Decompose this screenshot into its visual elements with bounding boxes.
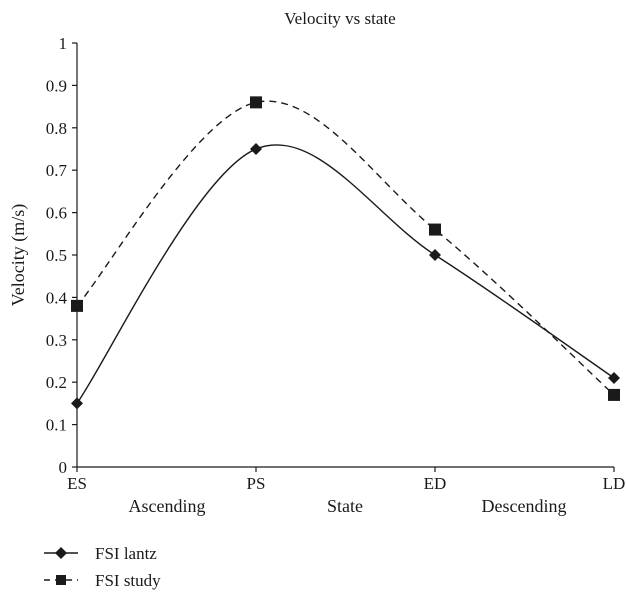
- y-tick-label: 0.8: [46, 119, 67, 138]
- y-tick-label: 0.7: [46, 161, 68, 180]
- series-1: [71, 96, 620, 401]
- y-tick-label: 0.6: [46, 204, 67, 223]
- y-tick-label: 0.1: [46, 416, 67, 435]
- series-0: [71, 143, 620, 410]
- data-point-diamond: [250, 143, 262, 155]
- x-tick-label: LD: [603, 474, 626, 493]
- y-tick-label: 0: [59, 458, 68, 477]
- data-point-square: [71, 299, 83, 312]
- series-line: [76, 100, 615, 396]
- y-tick-label: 0.2: [46, 373, 67, 392]
- region-label-ascending: Ascending: [129, 496, 206, 516]
- data-point-diamond: [71, 397, 83, 410]
- legend-item-fsi-study: FSI study: [44, 571, 161, 590]
- diamond-marker-icon: [55, 547, 67, 559]
- legend: FSI lantz FSI study: [44, 544, 161, 590]
- x-tick-label: ES: [67, 474, 87, 493]
- y-tick-label: 0.3: [46, 331, 67, 350]
- x-axis-label: State: [327, 496, 363, 516]
- y-tick-label: 0.5: [46, 246, 67, 265]
- square-marker-icon: [56, 575, 66, 585]
- data-point-diamond: [429, 249, 441, 261]
- y-tick-label: 0.9: [46, 76, 67, 95]
- y-tick-labels: 0 0.1 0.2 0.3 0.4 0.5 0.6 0.7 0.8 0.9 1: [46, 34, 77, 477]
- x-tick-labels: ES PS ED LD: [67, 467, 625, 493]
- series-layer: [71, 96, 620, 410]
- data-point-diamond: [608, 371, 620, 384]
- legend-item-fsi-lantz: FSI lantz: [44, 544, 157, 563]
- data-point-square: [608, 388, 620, 401]
- y-tick-label: 0.4: [46, 288, 68, 307]
- series-line: [76, 144, 615, 404]
- region-label-descending: Descending: [482, 496, 567, 516]
- x-tick-label: PS: [247, 474, 266, 493]
- data-point-square: [429, 223, 441, 236]
- y-axis-label: Velocity (m/s): [8, 204, 29, 306]
- legend-label-fsi-lantz: FSI lantz: [95, 544, 157, 563]
- y-tick-label: 1: [59, 34, 68, 53]
- legend-label-fsi-study: FSI study: [95, 571, 161, 590]
- data-point-square: [250, 96, 262, 109]
- chart-title: Velocity vs state: [284, 9, 395, 28]
- x-tick-label: ED: [424, 474, 447, 493]
